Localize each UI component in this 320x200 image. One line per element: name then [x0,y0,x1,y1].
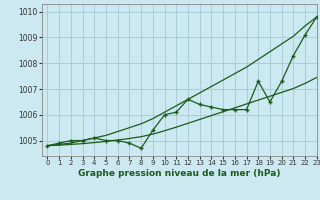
X-axis label: Graphe pression niveau de la mer (hPa): Graphe pression niveau de la mer (hPa) [78,169,280,178]
